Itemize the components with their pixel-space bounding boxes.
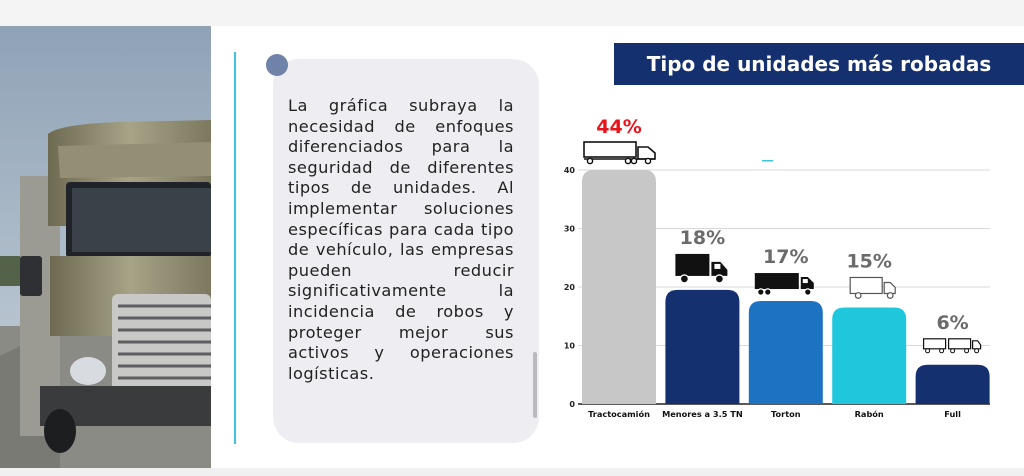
data-label: 15%: [846, 250, 891, 272]
x-tick-label: Full: [944, 409, 961, 419]
full-truck-icon: [922, 338, 982, 354]
x-tick-label: Menores a 3.5 TN: [662, 409, 743, 419]
data-label: 18%: [680, 227, 725, 249]
vertical-divider: [234, 52, 236, 444]
text-card: [273, 59, 539, 443]
y-tick-label: 0: [569, 400, 575, 409]
chart-title: Tipo de unidades más robadas: [614, 43, 1024, 85]
small-truck-icon: [675, 253, 728, 284]
truck-photo: [0, 26, 211, 468]
x-tick-label: Torton: [771, 409, 801, 419]
data-label: 44%: [596, 116, 641, 138]
bar: [665, 289, 740, 404]
bar: [832, 307, 907, 404]
info-paragraph: La gráfica subraya la necesidad de enfoq…: [288, 96, 514, 383]
torton-truck-icon: [754, 273, 814, 296]
bar: [915, 364, 990, 404]
top-band: [0, 0, 1024, 26]
data-label: 6%: [936, 312, 968, 334]
rabon-truck-icon: [849, 276, 896, 299]
x-tick-label: Tractocamión: [588, 409, 650, 419]
x-tick-label: Rabón: [855, 409, 884, 419]
bar: [582, 170, 656, 404]
card-scrollbar[interactable]: [533, 352, 537, 418]
tractor-trailer-icon: [583, 141, 656, 165]
data-label: 17%: [763, 246, 808, 268]
y-tick-label: 10: [564, 342, 576, 351]
y-tick-label: 30: [564, 225, 576, 234]
bottom-band: [0, 468, 1024, 476]
teal-dash-mark: [762, 160, 773, 162]
bar: [748, 301, 823, 404]
y-tick-label: 20: [564, 283, 576, 292]
card-dot-icon: [266, 54, 288, 76]
y-tick-label: 40: [564, 166, 576, 175]
